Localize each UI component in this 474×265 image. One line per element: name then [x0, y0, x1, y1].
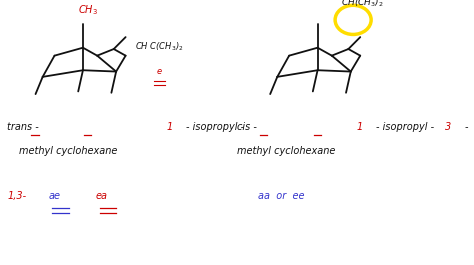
Text: 1,3-: 1,3- — [7, 191, 26, 201]
Text: CH(CH$_3$)$_2$: CH(CH$_3$)$_2$ — [341, 0, 384, 9]
Text: 3: 3 — [445, 122, 451, 132]
Text: trans -: trans - — [7, 122, 42, 132]
Text: 1: 1 — [166, 122, 173, 132]
Text: - isopropyl -: - isopropyl - — [376, 122, 435, 132]
Text: e: e — [156, 67, 161, 76]
Text: methyl cyclohexane: methyl cyclohexane — [237, 146, 336, 156]
Text: ae: ae — [48, 191, 61, 201]
Text: 1: 1 — [356, 122, 363, 132]
Text: aa  or  ee: aa or ee — [258, 191, 305, 201]
Text: -: - — [465, 122, 468, 132]
Text: methyl cyclohexane: methyl cyclohexane — [19, 146, 118, 156]
Text: ea: ea — [96, 191, 108, 201]
Text: - isopropyl -: - isopropyl - — [186, 122, 245, 132]
Text: CH$_3$: CH$_3$ — [78, 3, 98, 17]
Text: CH C(CH$_3$)$_2$: CH C(CH$_3$)$_2$ — [135, 40, 184, 53]
Text: cis -: cis - — [237, 122, 260, 132]
